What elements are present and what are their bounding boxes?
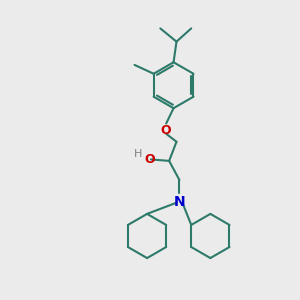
Text: H: H xyxy=(134,148,142,158)
Text: N: N xyxy=(174,195,185,209)
Text: O: O xyxy=(160,124,171,137)
Text: O: O xyxy=(144,153,155,166)
